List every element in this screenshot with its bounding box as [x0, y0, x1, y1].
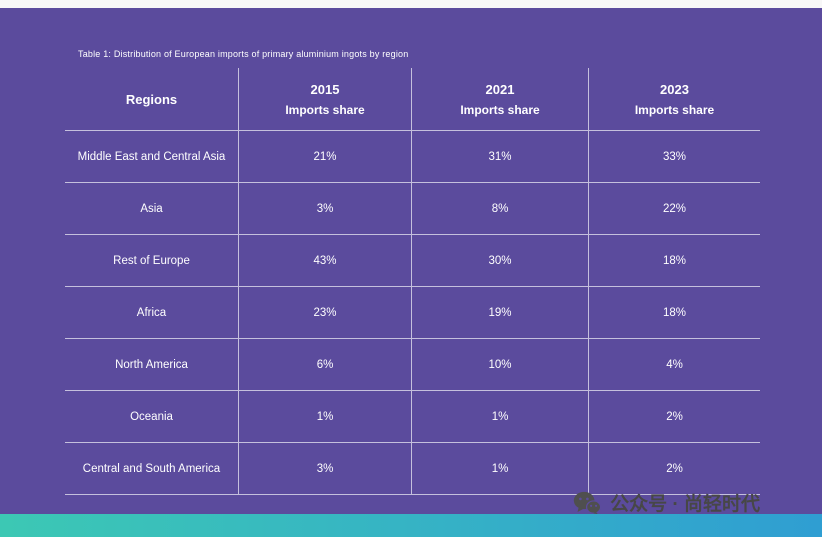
imports-table: Regions 2015 Imports share 2021 Imports … — [65, 68, 760, 495]
region-cell: Africa — [136, 306, 167, 319]
value-cell: 43% — [238, 235, 411, 286]
wechat-icon — [573, 491, 602, 515]
value-cell: 1% — [411, 443, 588, 494]
value-cell: 23% — [238, 287, 411, 338]
accent-bar — [0, 514, 822, 537]
value-cell: 22% — [588, 183, 760, 234]
value-cell: 4% — [588, 339, 760, 390]
value-cell: 30% — [411, 235, 588, 286]
region-cell: Central and South America — [82, 462, 221, 475]
table-row: Africa 23% 19% 18% — [65, 286, 760, 338]
region-cell: Asia — [140, 202, 163, 215]
value-cell: 2% — [588, 391, 760, 442]
column-header-2015: 2015 Imports share — [238, 68, 411, 130]
value-cell: 1% — [238, 391, 411, 442]
value-cell: 31% — [411, 131, 588, 182]
column-header-year: 2015 — [310, 81, 340, 97]
value-cell: 18% — [588, 287, 760, 338]
value-cell: 3% — [238, 183, 411, 234]
table-row: North America 6% 10% 4% — [65, 338, 760, 390]
column-header-sub: Imports share — [285, 102, 365, 117]
table-row: Asia 3% 8% 22% — [65, 182, 760, 234]
value-cell: 10% — [411, 339, 588, 390]
table-caption: Table 1: Distribution of European import… — [78, 49, 409, 59]
column-header-sub: Imports share — [460, 102, 540, 117]
table-row: Middle East and Central Asia 21% 31% 33% — [65, 130, 760, 182]
value-cell: 33% — [588, 131, 760, 182]
value-cell: 19% — [411, 287, 588, 338]
region-cell: Middle East and Central Asia — [77, 150, 226, 163]
value-cell: 2% — [588, 443, 760, 494]
column-header-year: 2023 — [660, 81, 689, 97]
column-header-sub: Imports share — [634, 102, 715, 117]
top-margin-strip — [0, 0, 822, 8]
value-cell: 3% — [238, 443, 411, 494]
table-row: Rest of Europe 43% 30% 18% — [65, 234, 760, 286]
value-cell: 1% — [411, 391, 588, 442]
column-header-2023: 2023 Imports share — [588, 68, 760, 130]
column-header-2021: 2021 Imports share — [411, 68, 588, 130]
table-row: Oceania 1% 1% 2% — [65, 390, 760, 442]
value-cell: 6% — [238, 339, 411, 390]
table-header-row: Regions 2015 Imports share 2021 Imports … — [65, 68, 760, 130]
column-header-year: 2021 — [485, 81, 515, 97]
region-cell: Oceania — [130, 410, 173, 423]
value-cell: 18% — [588, 235, 760, 286]
value-cell: 8% — [411, 183, 588, 234]
region-cell: North America — [115, 358, 188, 371]
column-header-regions: Regions — [125, 91, 178, 107]
watermark: 公众号 · 尚轻时代 — [573, 489, 760, 516]
value-cell: 21% — [238, 131, 411, 182]
watermark-text: 公众号 · 尚轻时代 — [610, 494, 760, 515]
region-cell: Rest of Europe — [113, 254, 190, 267]
table-row: Central and South America 3% 1% 2% — [65, 442, 760, 495]
